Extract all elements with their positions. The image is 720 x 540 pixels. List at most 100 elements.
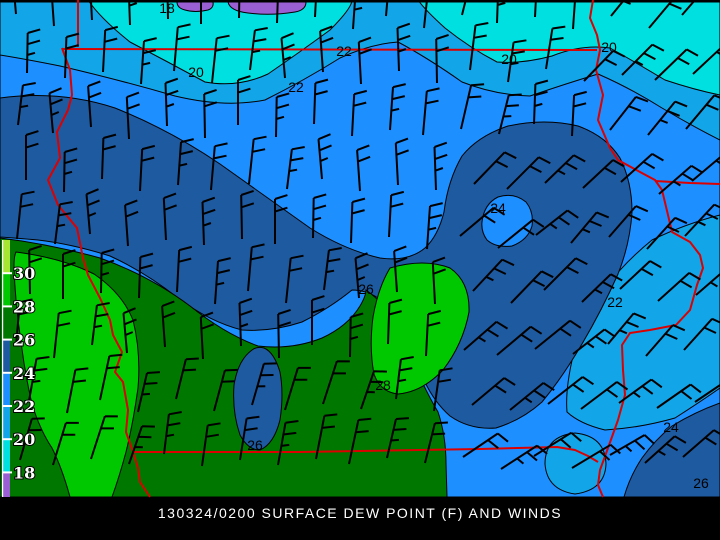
wind-barb — [352, 0, 363, 30]
wind-barb — [16, 190, 35, 240]
wind-barb — [682, 429, 720, 458]
wind-barb — [389, 83, 406, 131]
wind-barb — [648, 0, 690, 29]
wind-barb — [203, 88, 218, 139]
wind-barb — [176, 245, 193, 293]
colorbar-tick — [3, 338, 12, 341]
wind-barb — [354, 252, 369, 299]
wind-barb — [426, 202, 443, 250]
colorbar-tick — [3, 371, 12, 374]
top-border — [0, 0, 720, 3]
wind-barb — [534, 0, 537, 18]
colorbar-tick — [3, 305, 12, 308]
wind-barb — [48, 87, 63, 134]
wind-barb — [496, 325, 543, 356]
wind-barb — [692, 47, 720, 75]
colorbar-segment-22-24 — [3, 372, 10, 407]
wind-barb — [311, 295, 325, 345]
colorbar-segment-18-20 — [3, 439, 10, 473]
wind-barb — [163, 411, 182, 455]
wind-barb — [161, 300, 176, 348]
color-scale: 30 28 26 24 22 20 18 — [2, 240, 36, 497]
wind-barb — [387, 298, 403, 345]
wind-barb — [315, 413, 338, 460]
wind-barb — [647, 100, 688, 136]
wind-barb — [656, 383, 702, 409]
wind-barb — [607, 312, 647, 345]
wind-barb — [496, 0, 506, 24]
wind-barb — [87, 80, 102, 128]
wind-barb — [247, 243, 265, 292]
contour-label-20: 20 — [188, 64, 204, 80]
wind-barb — [694, 383, 720, 403]
wind-barb — [51, 0, 55, 27]
wind-barb — [433, 141, 448, 191]
wind-barb — [125, 91, 140, 140]
wind-barb — [201, 422, 221, 467]
colorbar-label-30: 30 — [13, 264, 35, 283]
wind-barb — [17, 82, 36, 126]
wind-barb — [280, 32, 295, 79]
wind-barb — [507, 39, 527, 83]
colorbar-tick — [3, 272, 12, 275]
wind-barb — [535, 209, 579, 236]
wind-barb — [646, 216, 688, 250]
colorbar-label-26: 26 — [13, 331, 35, 350]
wind-barb — [139, 144, 156, 192]
wind-barb — [323, 247, 342, 291]
colorbar-label-28: 28 — [13, 297, 35, 316]
wind-barb — [360, 370, 388, 410]
wind-barb — [683, 317, 720, 351]
wind-barb — [571, 90, 587, 137]
wind-barb — [609, 434, 655, 456]
fill-28-30-brightgreen-oval — [370, 262, 470, 395]
colorbar-label-24: 24 — [13, 364, 35, 383]
fill-16-18-purple-strip-a — [176, 1, 214, 12]
wind-barb — [53, 309, 72, 359]
wind-barb — [351, 89, 368, 137]
wind-barb — [237, 75, 251, 125]
wind-barb — [545, 25, 566, 70]
colorbar-tick — [3, 471, 12, 474]
wind-barb — [102, 25, 119, 73]
wind-barb — [658, 164, 704, 195]
wind-barb — [124, 199, 139, 247]
wind-barb — [166, 0, 169, 20]
wind-barb — [463, 320, 509, 351]
wind-barbs — [13, 0, 720, 470]
wind-barb — [140, 37, 157, 85]
river-branch-east — [654, 180, 720, 185]
wind-barb — [63, 147, 78, 193]
wind-barb — [100, 248, 115, 294]
wind-barb — [249, 27, 268, 71]
wind-barb — [657, 272, 701, 302]
wind-barb — [28, 244, 43, 295]
wind-barb — [138, 252, 154, 299]
state-border-horizontal-north — [61, 48, 598, 51]
wind-barb — [654, 48, 699, 81]
wind-barb — [582, 159, 625, 189]
wind-barb — [619, 260, 662, 290]
river-border-west — [47, 47, 151, 498]
wind-barb — [395, 356, 414, 400]
wind-barb — [240, 189, 255, 240]
wind-barb — [101, 133, 117, 180]
wind-barb — [26, 28, 41, 74]
wind-barb — [681, 0, 697, 16]
colorbar-tick — [3, 438, 12, 441]
wind-barb — [506, 156, 551, 190]
wind-barb — [275, 92, 290, 138]
wind-barb — [459, 206, 506, 237]
wind-barb — [276, 0, 279, 24]
wind-barb — [543, 257, 588, 291]
wind-barb — [423, 0, 428, 29]
contour-label-28: 28 — [375, 377, 391, 393]
wind-barb — [393, 245, 408, 293]
fill-24-26-navy-main — [0, 95, 633, 429]
contour-label-22: 22 — [336, 43, 352, 59]
wind-barb — [214, 257, 231, 305]
wind-barb — [356, 144, 371, 192]
wind-barb — [128, 425, 156, 465]
